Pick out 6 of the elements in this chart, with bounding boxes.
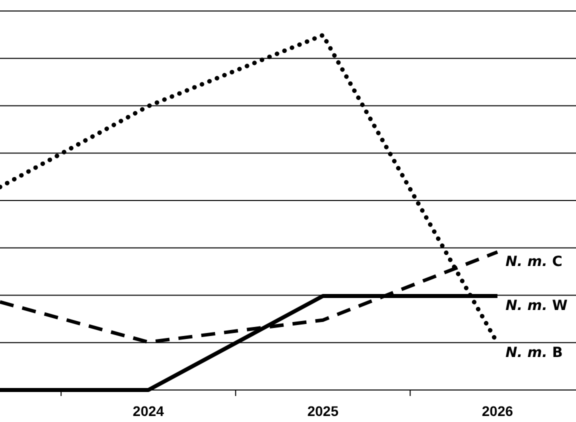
series-label: N. m. C — [505, 254, 562, 270]
series-label: N. m. B — [505, 345, 563, 362]
x-tick-label: 2025 — [307, 403, 339, 419]
x-tick-label: 2026 — [482, 403, 514, 419]
series-label: N. m. W — [505, 298, 568, 314]
x-tick-label: 2024 — [132, 403, 164, 419]
